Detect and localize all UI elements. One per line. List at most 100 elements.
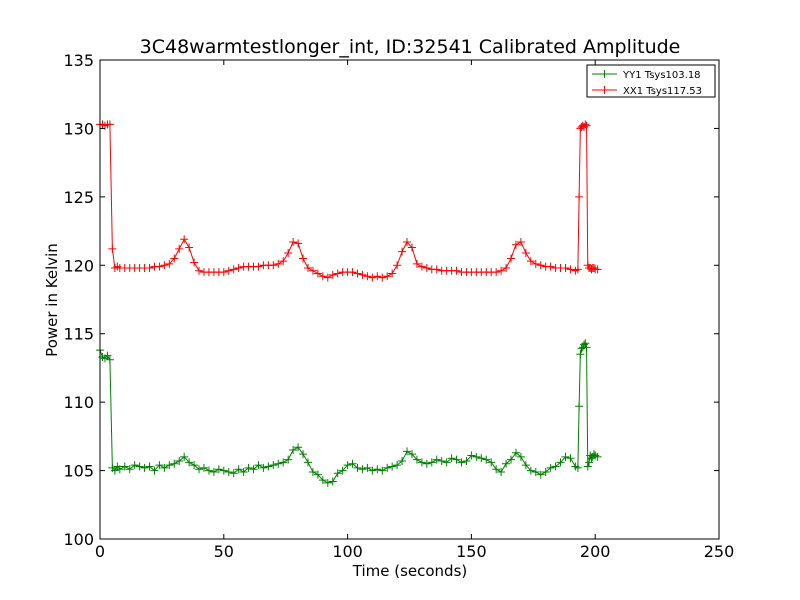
data-point (398, 456, 407, 465)
data-point (145, 264, 154, 273)
data-point (249, 465, 258, 474)
data-point (333, 269, 342, 278)
data-point (511, 448, 520, 457)
data-point (150, 466, 159, 475)
data-point (561, 264, 570, 273)
data-point (497, 266, 506, 275)
legend-swatch-marker (600, 70, 609, 78)
data-point (492, 465, 501, 474)
data-point (120, 462, 129, 471)
y-tick-label: 110 (63, 393, 94, 412)
data-point (363, 272, 372, 281)
x-tick-label: 50 (214, 542, 234, 561)
data-point (323, 273, 332, 282)
data-point (373, 272, 382, 281)
data-point (175, 244, 184, 253)
data-point (214, 465, 223, 474)
data-point (219, 268, 228, 277)
data-point (155, 461, 164, 470)
x-tick-label: 150 (456, 542, 487, 561)
data-point (274, 459, 283, 468)
data-point (407, 450, 416, 459)
data-point (521, 461, 530, 470)
data-point (299, 254, 308, 263)
data-point (502, 459, 511, 468)
data-point (170, 254, 179, 263)
data-point (234, 264, 243, 273)
legend: YY1 Tsys103.18 XX1 Tsys117.53 (586, 64, 716, 98)
data-point (573, 265, 582, 274)
data-point (566, 265, 575, 274)
data-point (393, 461, 402, 470)
data-point (477, 454, 486, 463)
data-point (289, 238, 298, 247)
y-tick-label: 125 (63, 188, 94, 207)
data-point (140, 463, 149, 472)
data-point (190, 461, 199, 470)
data-point (507, 254, 516, 263)
data-point (269, 461, 278, 470)
data-point (378, 273, 387, 282)
data-point (303, 264, 312, 273)
data-point (338, 466, 347, 475)
data-point (313, 269, 322, 278)
data-point (546, 262, 555, 271)
data-point (289, 446, 298, 455)
data-point (432, 265, 441, 274)
data-point (388, 269, 397, 278)
data-point (145, 462, 154, 471)
data-point (541, 467, 550, 476)
data-point (575, 192, 584, 201)
data-point (105, 120, 114, 129)
data-point (294, 239, 303, 248)
data-point (442, 458, 451, 467)
data-point (516, 452, 525, 461)
data-point (388, 462, 397, 471)
legend-entry-label: XX1 Tsys117.53 (623, 86, 702, 97)
data-point (511, 240, 520, 249)
x-tick-label: 200 (580, 542, 611, 561)
data-point (492, 268, 501, 277)
data-point (582, 343, 591, 352)
data-point (254, 461, 263, 470)
data-point (244, 463, 253, 472)
plot-area (96, 120, 602, 487)
data-point (195, 465, 204, 474)
data-point (313, 470, 322, 479)
x-tick-label: 100 (332, 542, 363, 561)
data-point (204, 466, 213, 475)
data-point (155, 262, 164, 271)
data-point (343, 461, 352, 470)
y-tick-label: 120 (63, 256, 94, 275)
data-point (254, 262, 263, 271)
data-point (417, 458, 426, 467)
data-point (259, 463, 268, 472)
data-point (229, 469, 238, 478)
data-point (368, 273, 377, 282)
data-point (427, 458, 436, 467)
data-point (536, 261, 545, 270)
data-point (412, 455, 421, 464)
data-point (577, 344, 586, 353)
data-point (303, 458, 312, 467)
data-point (576, 350, 585, 359)
data-point (348, 459, 357, 468)
data-point (318, 476, 327, 485)
data-point (593, 265, 602, 274)
data-point (573, 463, 582, 472)
data-point (279, 458, 288, 467)
data-point (294, 443, 303, 452)
x-tick-label: 250 (704, 542, 735, 561)
data-point (284, 455, 293, 464)
data-point (103, 351, 112, 360)
data-point (358, 465, 367, 474)
data-point (502, 264, 511, 273)
data-point (383, 463, 392, 472)
data-point (160, 261, 169, 270)
y-tick-label: 135 (63, 51, 94, 70)
x-tick-label: 0 (95, 542, 105, 561)
data-point (422, 264, 431, 273)
data-point (333, 469, 342, 478)
data-point (467, 451, 476, 460)
